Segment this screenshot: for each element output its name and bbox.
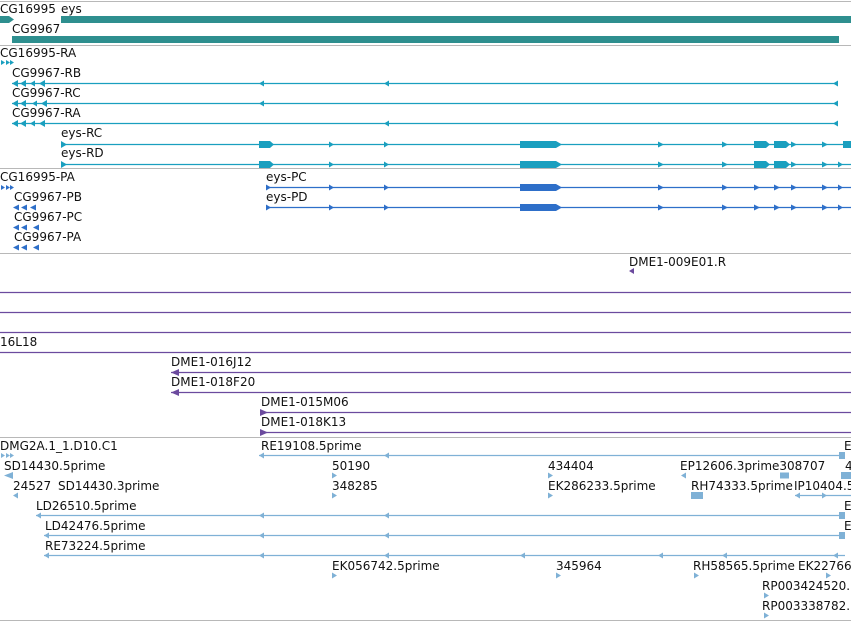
protein-label-cg9967-pa[interactable]: CG9967-PA	[14, 230, 82, 244]
est-345964-glyph[interactable]	[556, 572, 561, 579]
protein-cg9967-pc[interactable]	[13, 224, 39, 231]
clone-label-dme1-016j12[interactable]: DME1-016J12	[171, 355, 252, 369]
est-ek056742-glyph[interactable]	[332, 572, 337, 579]
protein-eys-pc[interactable]	[266, 184, 851, 191]
probe-dme1-009e01-glyph[interactable]	[629, 268, 634, 274]
gene-label-eys[interactable]: eys	[61, 2, 82, 16]
est-rp003338782-glyph[interactable]	[764, 612, 769, 619]
track-separator	[0, 45, 851, 46]
transcript-cg9967-rb[interactable]	[12, 80, 838, 87]
est-308707-glyph[interactable]	[780, 472, 789, 479]
est-label[interactable]: 348285	[332, 479, 378, 493]
gene-cg9967-glyph[interactable]	[12, 36, 839, 43]
track-separator	[0, 437, 851, 438]
est-sd14430-5-glyph[interactable]	[4, 472, 13, 479]
est-label[interactable]: IP10404.5	[794, 479, 851, 493]
protein-label-cg9967-pb[interactable]: CG9967-PB	[14, 190, 83, 204]
transcript-cg9967-rc[interactable]	[12, 100, 838, 107]
est-ep12606-glyph[interactable]	[681, 472, 686, 479]
clone-label-dme1-015m06[interactable]: DME1-015M06	[261, 395, 349, 409]
clone-dme1-018k13[interactable]	[260, 429, 851, 436]
est-434404-glyph[interactable]	[548, 472, 553, 479]
track-separator	[0, 1, 851, 2]
est-ek22766-glyph[interactable]	[826, 572, 831, 579]
est-label[interactable]: RP003424520.	[762, 579, 851, 593]
est-label[interactable]: RE19108.5prime	[261, 439, 362, 453]
protein-label-cg9967-pc[interactable]: CG9967-PC	[14, 210, 83, 224]
track-separator	[0, 168, 851, 169]
est-label[interactable]: RH58565.5prime	[693, 559, 795, 573]
protein-label-eys-pc[interactable]: eys-PC	[266, 170, 307, 184]
probe-label-dme1-009e01[interactable]: DME1-009E01.R	[629, 255, 727, 269]
protein-label-cg16995-pa[interactable]: CG16995-PA	[0, 170, 75, 184]
est-re19108-glyph[interactable]	[259, 452, 845, 459]
track-separator	[0, 253, 851, 254]
transcript-label-eys-rc[interactable]: eys-RC	[61, 126, 103, 140]
clone-label-dme1-018f20[interactable]: DME1-018F20	[171, 375, 256, 389]
gene-eys-glyph[interactable]	[61, 16, 851, 23]
est-ip10404-glyph[interactable]	[795, 492, 851, 499]
est-label[interactable]: 50190	[332, 459, 371, 473]
est-24527-glyph[interactable]	[13, 492, 18, 499]
clone-label-dme1-018k13[interactable]: DME1-018K13	[261, 415, 347, 429]
est-label[interactable]: E	[844, 499, 851, 513]
protein-cg9967-pa[interactable]	[13, 244, 39, 251]
transcript-label-cg9967-rb[interactable]: CG9967-RB	[12, 66, 82, 80]
est-label[interactable]: 4	[845, 459, 851, 473]
est-label[interactable]: SD14430.5prime	[4, 459, 106, 473]
est-rh58565-glyph[interactable]	[694, 572, 699, 579]
transcript-eys-rd[interactable]	[61, 161, 851, 168]
gene-cg16995-glyph[interactable]	[0, 16, 14, 23]
est-label[interactable]: EK22766	[798, 559, 851, 573]
est-label[interactable]: 24527	[13, 479, 52, 493]
transcript-label-cg9967-ra[interactable]: CG9967-RA	[12, 106, 81, 120]
clone-dme1-015m06[interactable]	[260, 409, 851, 416]
est-label[interactable]: SD14430.3prime	[58, 479, 160, 493]
est-label[interactable]: 434404	[548, 459, 594, 473]
protein-eys-pd[interactable]	[266, 204, 851, 211]
est-ld26510-glyph[interactable]	[36, 512, 845, 519]
est-50190-glyph[interactable]	[332, 472, 337, 479]
est-dmg2a-glyph[interactable]	[1, 453, 14, 458]
transcript-cg9967-ra[interactable]	[12, 120, 838, 127]
transcript-label-cg9967-rc[interactable]: CG9967-RC	[12, 86, 81, 100]
est-label[interactable]: EK286233.5prime	[548, 479, 656, 493]
est-ld42476-glyph[interactable]	[44, 532, 845, 539]
clone-dme1-018f20[interactable]	[171, 389, 851, 396]
clone-label-16l18[interactable]: 16L18	[0, 335, 38, 349]
clone-dme1-016j12[interactable]	[171, 369, 851, 376]
est-label[interactable]: DMG2A.1_1.D10.C1	[0, 439, 118, 453]
est-rp003424520-glyph[interactable]	[764, 592, 769, 599]
est-label[interactable]: 345964	[556, 559, 602, 573]
gene-label-cg16995[interactable]: CG16995	[0, 2, 56, 16]
transcript-label-eys-rd[interactable]: eys-RD	[61, 146, 104, 160]
est-re73224-glyph[interactable]	[44, 552, 845, 559]
transcript-eys-rc[interactable]	[61, 141, 851, 148]
est-rh74333-glyph[interactable]	[691, 492, 703, 499]
est-label[interactable]: E	[844, 519, 851, 533]
protein-label-eys-pd[interactable]: eys-PD	[266, 190, 308, 204]
gene-label-cg9967[interactable]: CG9967	[12, 22, 61, 36]
est-label[interactable]: RP003338782.	[762, 599, 851, 613]
est-label[interactable]: LD42476.5prime	[45, 519, 146, 533]
protein-cg16995-pa[interactable]	[1, 185, 14, 190]
transcript-label-cg16995-ra[interactable]: CG16995-RA	[0, 46, 77, 60]
est-348285-glyph[interactable]	[332, 492, 337, 499]
est-ek286233-glyph[interactable]	[548, 492, 553, 499]
est-label[interactable]: EK056742.5prime	[332, 559, 440, 573]
est-label[interactable]: RH74333.5prime	[691, 479, 793, 493]
est-4-glyph[interactable]	[841, 472, 851, 479]
est-label[interactable]: RE73224.5prime	[45, 539, 146, 553]
transcript-cg16995-ra[interactable]	[1, 60, 14, 65]
est-label[interactable]: LD26510.5prime	[36, 499, 137, 513]
protein-cg9967-pb[interactable]	[13, 204, 36, 211]
est-label[interactable]: EP12606.3prime308707	[680, 459, 826, 473]
est-label[interactable]: E	[844, 439, 851, 453]
